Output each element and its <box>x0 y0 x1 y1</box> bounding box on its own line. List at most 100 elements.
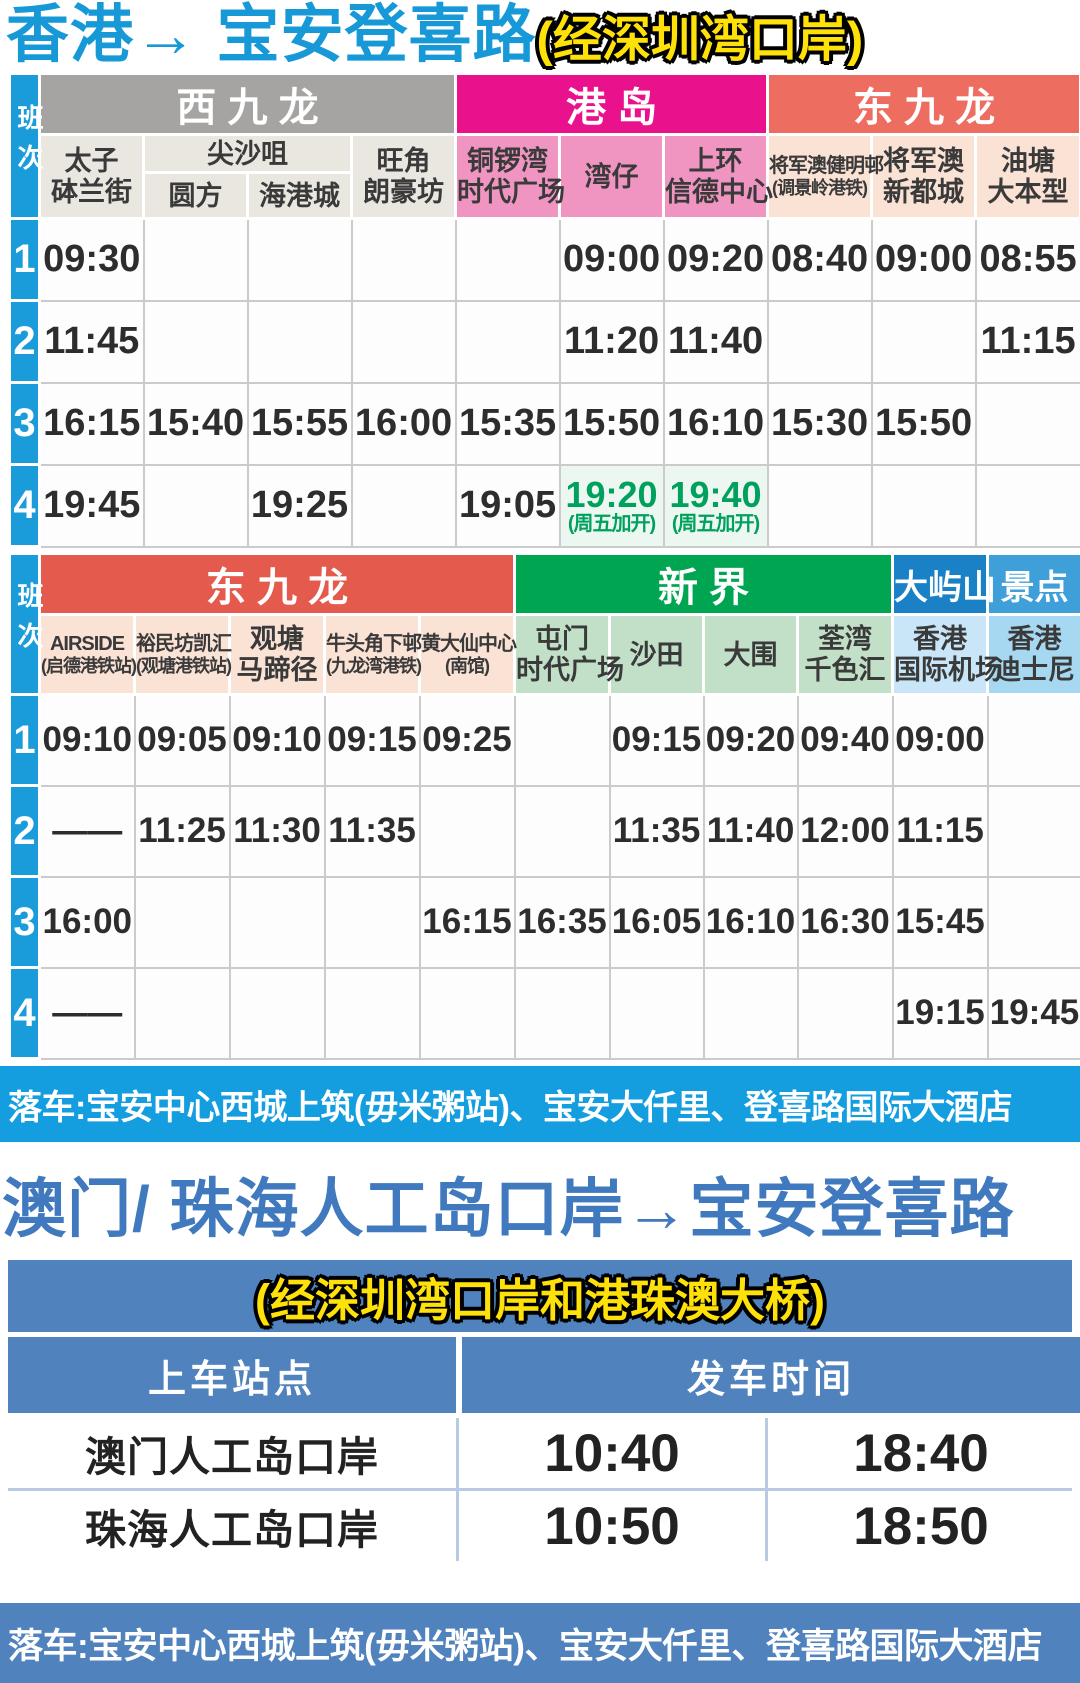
time-cell: 16:10 <box>702 875 799 969</box>
time-cell: 11:30 <box>228 784 326 878</box>
departure-time-cell: 10:50 <box>459 1491 765 1562</box>
trip-number-label: 班次 <box>14 103 44 184</box>
time-cell <box>142 463 249 548</box>
station-header-elements: 圆方 <box>142 171 249 221</box>
time-cell: 09:20 <box>662 217 769 302</box>
boarding-table-header: 上车站点 发车时间 <box>8 1337 1080 1414</box>
time-cell: 09:00 <box>558 217 665 302</box>
station-header-ngau-tau-kok: 牛头角下邨 (九龙湾港铁) <box>323 613 422 697</box>
time-cell: 09:05 <box>133 693 231 787</box>
boarding-table-body: 澳门人工岛口岸 10:40 18:40 珠海人工岛口岸 10:50 18:50 <box>8 1418 1074 1562</box>
boarding-station-cell: 澳门人工岛口岸 <box>8 1418 456 1489</box>
station-header-airside: AIRSIDE (启德港铁站) <box>38 613 137 697</box>
time-cell <box>246 217 353 302</box>
station-header-sheung-wan: 上环 信德中心 <box>662 133 773 221</box>
station-header-causeway-bay: 铜锣湾 时代广场 <box>454 133 565 221</box>
time-cell: 12:00 <box>796 784 894 878</box>
time-cell: —— <box>38 966 136 1060</box>
station-header-mong-kok: 旺角 朗豪坊 <box>349 133 458 221</box>
time-cell <box>870 299 977 384</box>
boarding-station-cell: 珠海人工岛口岸 <box>8 1491 456 1562</box>
time-cell: 19:45 <box>986 966 1080 1060</box>
time-cell <box>974 381 1080 466</box>
region-header-lantau: 大屿山 <box>891 552 996 617</box>
region-header-attractions: 景点 <box>986 552 1080 617</box>
station-header-tko-metro-city: 将军澳 新都城 <box>870 133 978 221</box>
time-cell: 09:15 <box>323 693 421 787</box>
time-cell: 15:45 <box>891 875 989 969</box>
section1-title-note: (经深圳湾口岸) <box>536 13 864 67</box>
time-cell <box>608 966 705 1060</box>
station-header-kwun-tong: 观塘 马蹄径 <box>228 613 326 697</box>
time-cell: 15:30 <box>766 381 873 466</box>
time-cell <box>228 875 326 969</box>
time-cell <box>513 693 611 787</box>
departure-time-cell: 10:40 <box>459 1418 765 1489</box>
time-cell <box>986 693 1080 787</box>
macau-zhuhai-section: (经深圳湾口岸和港珠澳大桥) 上车站点 发车时间 澳门人工岛口岸 10:40 1… <box>8 1260 1080 1562</box>
region-header-west-kowloon: 西 九 龙 <box>37 72 458 137</box>
time-cell: 11:40 <box>702 784 799 878</box>
time-cell: 09:40 <box>796 693 894 787</box>
time-cell: 19:25 <box>246 463 353 548</box>
time-cell: 09:00 <box>870 217 977 302</box>
station-header-hk-airport: 香港 国际机场 <box>891 613 1002 697</box>
time-cell <box>766 463 873 548</box>
time-cell-friday-extra: 19:40 (周五加开) <box>662 463 769 548</box>
station-header-harbour-city: 海港城 <box>246 171 353 221</box>
time-cell: 16:05 <box>608 875 705 969</box>
region-header-new-territories: 新 界 <box>513 552 894 617</box>
station-header-wan-chai: 湾仔 <box>558 133 666 221</box>
dropoff-bar-2: 落车:宝安中心西城上筑(毋米粥站)、宝安大仟里、登喜路国际大酒店 <box>0 1603 1080 1683</box>
region-header-east-kowloon: 东 九 龙 <box>766 72 1080 137</box>
boarding-station-column-header: 上车站点 <box>8 1337 456 1414</box>
time-cell: 16:15 <box>418 875 516 969</box>
time-cell <box>350 299 457 384</box>
trip-number-cell: 4 <box>8 966 41 1061</box>
time-cell: 09:00 <box>891 693 989 787</box>
time-cell: 08:40 <box>766 217 873 302</box>
time-cell <box>133 966 231 1060</box>
time-cell <box>702 966 799 1060</box>
time-cell <box>454 299 561 384</box>
route-note-banner: (经深圳湾口岸和港珠澳大桥) <box>8 1260 1072 1333</box>
station-header-tsuen-wan: 荃湾 千色汇 <box>796 613 894 697</box>
time-cell <box>870 463 977 548</box>
station-header-prince-edward: 太子 砵兰街 <box>38 133 145 221</box>
station-header-yue-man-square: 裕民坊凯汇 (观塘港铁站) <box>133 613 232 697</box>
time-cell: 11:45 <box>38 299 145 384</box>
time-cell: 16:15 <box>38 381 145 466</box>
station-header-yau-tong: 油塘 大本型 <box>974 133 1080 221</box>
station-header-sha-tin: 沙田 <box>608 613 705 697</box>
time-cell <box>133 875 231 969</box>
time-cell: 19:05 <box>454 463 561 548</box>
hk-departure-table-2: 班次 东 九 龙 新 界 大屿山 景点 AIRSIDE (启德港铁站) 裕民坊凯汇… <box>8 552 1080 1061</box>
time-cell <box>796 966 894 1060</box>
time-cell: 16:35 <box>513 875 611 969</box>
time-cell: 11:20 <box>558 299 665 384</box>
time-cell: 09:25 <box>418 693 516 787</box>
time-cell: 15:50 <box>870 381 977 466</box>
time-cell <box>323 966 421 1060</box>
time-cell: 11:25 <box>133 784 231 878</box>
time-cell <box>228 966 326 1060</box>
time-cell: 09:10 <box>38 693 136 787</box>
time-cell <box>350 463 457 548</box>
time-cell: 11:35 <box>323 784 421 878</box>
time-cell: 11:15 <box>891 784 989 878</box>
trip-number-cell: 1 <box>8 693 41 788</box>
time-cell <box>974 463 1080 548</box>
station-header-hk-disneyland: 香港 迪士尼 <box>986 613 1080 697</box>
time-cell <box>142 299 249 384</box>
time-cell: 09:15 <box>608 693 705 787</box>
departure-time-cell: 18:50 <box>768 1491 1074 1562</box>
station-header-wong-tai-sin: 黄大仙中心 (南馆) <box>418 613 517 697</box>
trip-number-label: 班次 <box>14 581 44 662</box>
trip-number-cell: 1 <box>8 217 41 303</box>
time-cell: —— <box>38 784 136 878</box>
time-cell <box>513 784 611 878</box>
time-cell: 19:45 <box>38 463 145 548</box>
time-cell: 11:15 <box>974 299 1080 384</box>
time-cell: 11:40 <box>662 299 769 384</box>
